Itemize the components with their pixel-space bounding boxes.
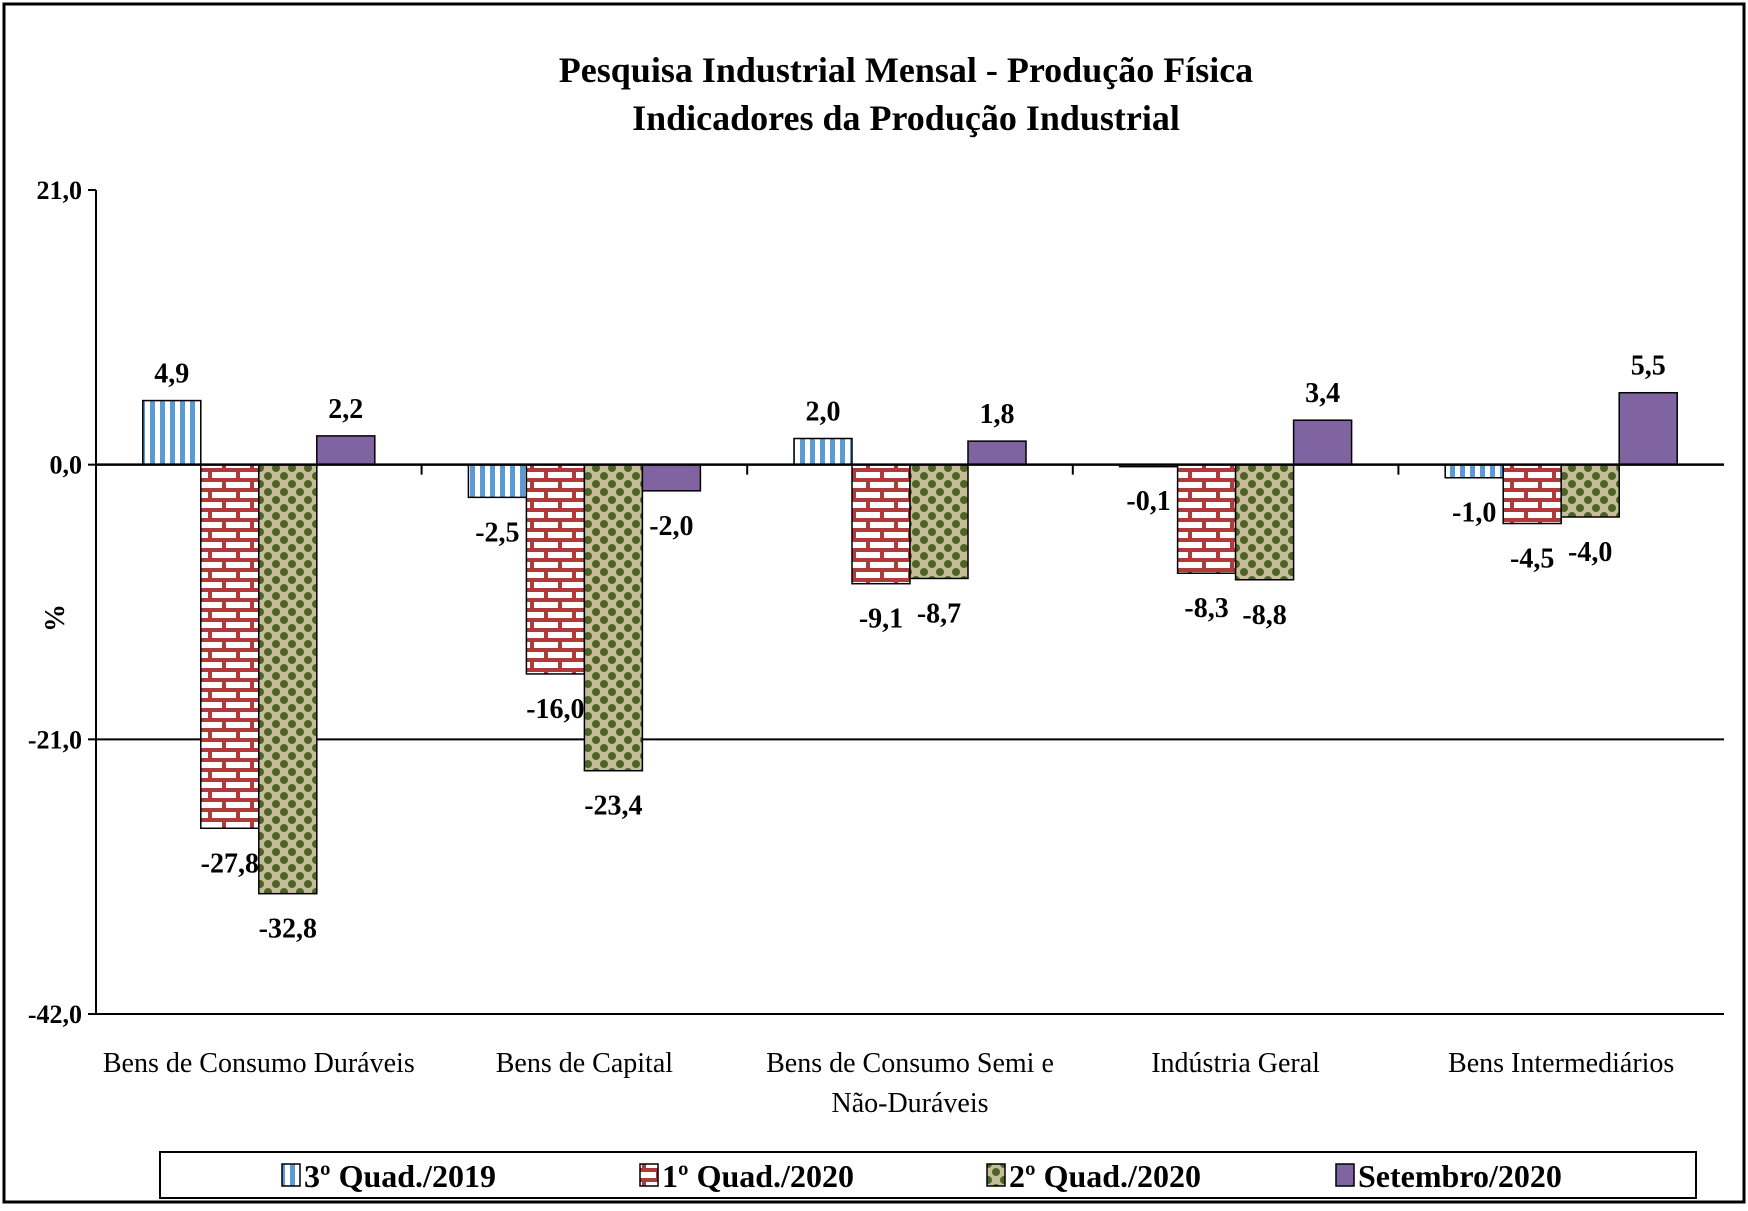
data-label: -8,7 (917, 598, 961, 629)
bar (316, 435, 376, 466)
plot-area: 21,0 0,0 -21,0 -42,0 4,9 -27,8 -32,8 2,2 Bens de… (28, 176, 1724, 1119)
y-tick-label: 0,0 (50, 451, 83, 480)
data-label: -2,0 (649, 511, 693, 542)
bar (1618, 391, 1678, 466)
data-label: -9,1 (859, 604, 903, 635)
data-label: 1,8 (980, 399, 1015, 430)
legend-swatch (1335, 1163, 1355, 1187)
data-label: -32,8 (259, 914, 317, 945)
bar (793, 437, 853, 466)
legend-swatch (986, 1163, 1006, 1187)
data-label: -8,3 (1184, 593, 1228, 624)
chart-title: Pesquisa Industrial Mensal - Produção Fí… (559, 50, 1253, 90)
data-label: -0,1 (1126, 486, 1170, 517)
legend-label: 2º Quad./2020 (1009, 1158, 1201, 1194)
legend-box (159, 1151, 1697, 1199)
y-axis-label: % (40, 604, 71, 632)
data-label: 3,4 (1305, 378, 1340, 409)
legend: 3º Quad./2019 1º Quad./2020 2º Quad./2020 S… (159, 1151, 1697, 1199)
legend-label: Setembro/2020 (1358, 1158, 1562, 1194)
data-label: -8,8 (1242, 600, 1286, 631)
chart-subtitle: Indicadores da Produção Industrial (632, 98, 1180, 138)
bar (851, 463, 911, 585)
data-label: -27,8 (201, 848, 259, 879)
y-tick-label: -42,0 (28, 1000, 82, 1029)
bar (1502, 463, 1562, 525)
bar (525, 463, 586, 675)
category-label: Não-Duráveis (831, 1088, 988, 1119)
bar (258, 463, 318, 895)
bar (1444, 463, 1504, 479)
category-label: Bens de Consumo Semi e (766, 1048, 1054, 1079)
data-label: -4,0 (1568, 537, 1612, 568)
bar (142, 399, 202, 466)
bar (1560, 463, 1620, 518)
data-label: -16,0 (526, 694, 584, 725)
bar (1176, 463, 1237, 574)
bar (967, 440, 1027, 466)
category-label: Bens Intermediários (1448, 1048, 1674, 1079)
bar (200, 463, 260, 830)
legend-label: 1º Quad./2020 (662, 1158, 854, 1194)
data-label: -23,4 (584, 791, 642, 822)
category-label: Indústria Geral (1151, 1048, 1320, 1079)
y-tick-label: -21,0 (28, 725, 82, 754)
data-label: -4,5 (1510, 544, 1554, 575)
bar (583, 463, 644, 772)
bar (1292, 419, 1353, 466)
bar (1234, 463, 1295, 581)
category-label: Bens de Consumo Duráveis (103, 1048, 415, 1079)
data-label: 5,5 (1631, 351, 1666, 382)
bar (641, 463, 702, 492)
bar (467, 463, 528, 499)
data-label: 2,0 (806, 397, 841, 428)
data-label: -2,5 (475, 517, 519, 548)
data-label: 4,9 (154, 359, 189, 390)
data-label: -1,0 (1452, 498, 1496, 529)
y-tick-label: 21,0 (37, 176, 83, 205)
bar (909, 463, 969, 580)
legend-swatch (281, 1163, 301, 1187)
legend-swatch (639, 1163, 659, 1187)
data-label: 2,2 (328, 394, 363, 425)
legend-label: 3º Quad./2019 (304, 1158, 496, 1194)
category-label: Bens de Capital (496, 1048, 674, 1079)
